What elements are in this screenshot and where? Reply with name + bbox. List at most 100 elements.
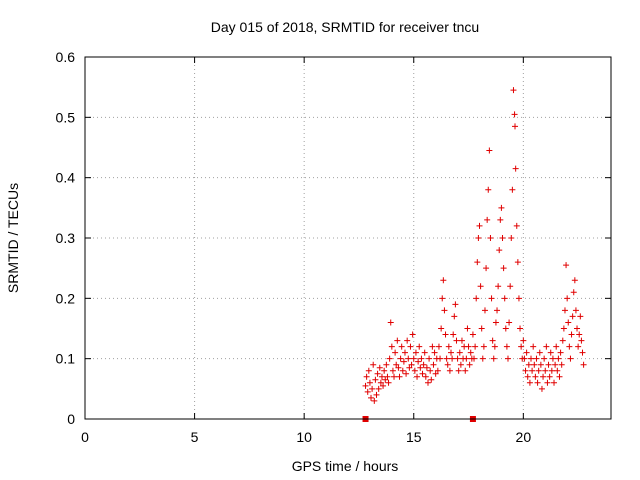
data-point xyxy=(440,277,447,284)
data-point xyxy=(499,235,506,241)
data-point xyxy=(511,111,518,118)
data-point xyxy=(466,361,473,368)
data-point xyxy=(549,355,556,362)
data-point xyxy=(375,385,382,392)
data-point xyxy=(504,355,511,362)
data-point xyxy=(510,87,517,94)
data-point xyxy=(514,259,521,266)
data-point xyxy=(501,295,508,302)
data-point xyxy=(435,343,442,350)
data-point xyxy=(566,343,573,350)
data-point xyxy=(382,376,389,383)
data-point xyxy=(575,343,582,350)
data-point xyxy=(380,382,387,389)
data-point xyxy=(408,361,415,368)
data-point xyxy=(373,391,380,398)
data-point xyxy=(548,367,555,374)
y-tick-label: 0.4 xyxy=(56,170,76,186)
data-point xyxy=(450,331,457,338)
data-point xyxy=(479,355,486,362)
data-point xyxy=(476,222,483,229)
data-point xyxy=(512,123,519,130)
data-point xyxy=(410,355,417,362)
data-point xyxy=(419,370,426,377)
data-point xyxy=(439,295,446,302)
data-point xyxy=(534,379,541,386)
data-point xyxy=(512,165,519,172)
data-point xyxy=(560,325,567,332)
data-point xyxy=(552,361,559,368)
data-point xyxy=(572,307,579,314)
data-point xyxy=(544,379,551,386)
data-point xyxy=(370,361,377,368)
data-point xyxy=(458,337,465,344)
data-point xyxy=(438,325,445,332)
data-point xyxy=(412,349,419,356)
data-point xyxy=(570,289,577,296)
data-point xyxy=(368,394,375,401)
data-point xyxy=(521,355,528,362)
grid xyxy=(85,57,611,419)
data-point xyxy=(545,361,552,368)
data-point xyxy=(554,367,561,374)
data-point xyxy=(528,355,535,362)
data-point xyxy=(509,186,516,193)
data-point xyxy=(392,349,399,356)
data-point xyxy=(574,325,581,332)
data-point xyxy=(578,337,585,344)
data-point xyxy=(481,307,488,314)
x-axis-label: GPS time / hours xyxy=(292,458,399,474)
data-point xyxy=(478,325,485,332)
data-point xyxy=(417,364,424,371)
data-point xyxy=(568,331,575,338)
data-point xyxy=(483,265,490,272)
data-point xyxy=(387,319,394,326)
data-point xyxy=(480,343,487,350)
data-point xyxy=(446,367,453,374)
data-point xyxy=(472,343,479,350)
data-point xyxy=(385,379,392,386)
data-point xyxy=(533,355,540,362)
data-point xyxy=(486,147,493,154)
data-point xyxy=(473,295,480,302)
y-tick-label: 0.5 xyxy=(56,109,76,125)
data-point xyxy=(564,295,571,302)
data-point xyxy=(503,343,510,350)
data-point xyxy=(377,379,384,386)
data-point xyxy=(389,367,396,374)
data-point xyxy=(540,373,547,380)
tick-labels: 0 5 10 15 20 0 0.1 0.2 0.3 0.4 0.5 0.6 xyxy=(56,49,532,445)
data-point xyxy=(471,355,478,362)
data-point xyxy=(437,355,444,362)
data-point xyxy=(431,349,438,356)
data-point xyxy=(453,337,460,344)
data-point xyxy=(543,343,550,350)
data-point xyxy=(444,361,451,368)
data-point xyxy=(405,355,412,362)
data-points xyxy=(362,87,587,422)
data-point xyxy=(363,373,370,380)
data-point xyxy=(376,364,383,371)
data-point xyxy=(462,367,469,374)
data-point xyxy=(565,319,572,326)
data-point xyxy=(455,367,462,374)
data-point xyxy=(393,361,400,368)
data-point xyxy=(395,364,402,371)
data-point xyxy=(487,235,494,241)
data-point xyxy=(502,325,509,332)
y-axis-label: SRMTID / TECUs xyxy=(5,183,21,293)
data-point xyxy=(557,349,564,356)
data-point xyxy=(507,283,514,290)
data-point xyxy=(443,355,450,362)
data-point xyxy=(424,379,431,386)
data-point xyxy=(430,361,437,368)
data-point xyxy=(449,355,456,362)
data-point xyxy=(401,349,408,356)
data-point xyxy=(434,367,441,374)
data-point xyxy=(454,355,461,362)
data-point xyxy=(542,367,549,374)
data-point xyxy=(457,361,464,368)
data-point xyxy=(498,204,505,211)
data-point xyxy=(441,307,448,314)
data-point xyxy=(463,355,470,362)
